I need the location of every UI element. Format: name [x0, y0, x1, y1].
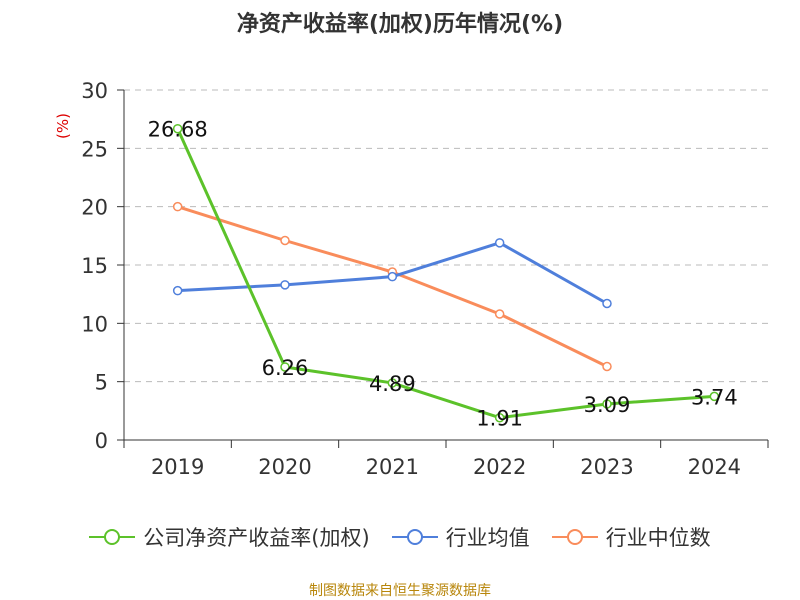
- data-point-industry_avg: [280, 280, 290, 290]
- y-tick-label: 5: [95, 371, 108, 395]
- legend: 公司净资产收益率(加权) 行业均值 行业中位数: [0, 520, 800, 554]
- x-tick-label-2024: 2024: [688, 455, 741, 479]
- axes: 0 5 10 15 20 25 30 2019 2020 2021 2022 2023 2024 (%): [54, 79, 769, 479]
- chart-title: 净资产收益率(加权)历年情况(%): [236, 12, 564, 37]
- legend-item-industry-median[interactable]: 行业中位数: [551, 522, 711, 552]
- data-point-roe: [387, 378, 398, 388]
- data-point-industry_median: [602, 361, 612, 372]
- y-tick-label: 20: [81, 196, 108, 220]
- data-label-roe: 3.74: [691, 385, 738, 409]
- data-point-industry_avg: [387, 271, 398, 282]
- legend-item-industry-avg[interactable]: 行业均值: [391, 522, 530, 552]
- data-point-industry_median: [494, 309, 505, 319]
- data-label-roe: 6.26: [262, 356, 309, 380]
- data-point-industry_median: [280, 235, 290, 246]
- y-tick-label: 10: [81, 312, 108, 336]
- x-tick-label-2022: 2022: [473, 455, 526, 479]
- data-point-roe: [172, 123, 183, 134]
- series: [172, 123, 720, 423]
- data-point-roe: [494, 412, 505, 423]
- data-point-industry_median: [172, 201, 183, 212]
- x-tick-label-2019: 2019: [151, 455, 204, 479]
- y-tick-label: 25: [81, 137, 108, 161]
- data-label-roe: 3.09: [584, 393, 631, 417]
- y-tick-label: 30: [81, 79, 108, 103]
- data-point-industry_avg: [494, 238, 505, 248]
- data-label-roe: 26.68: [148, 118, 208, 142]
- legend-line-roe-icon: [89, 529, 136, 545]
- legend-item-roe[interactable]: 公司净资产收益率(加权): [89, 522, 370, 552]
- series-line-roe: [176, 128, 715, 420]
- data-labels: 26.68 6.26 4.89 1.91 3.09 3.74: [148, 118, 738, 431]
- data-source-note: 制图数据来自恒生聚源数据库: [309, 583, 491, 599]
- legend-line-industry-avg-icon: [391, 529, 438, 545]
- data-point-roe: [602, 399, 612, 409]
- data-point-roe: [709, 391, 720, 402]
- y-axis-label: (%): [54, 113, 72, 139]
- y-tick-label: 15: [81, 254, 108, 278]
- legend-label-industry-avg: 行业均值: [445, 526, 530, 550]
- data-label-roe: 1.91: [476, 407, 523, 431]
- x-tick-label-2020: 2020: [258, 455, 311, 479]
- legend-label-industry-median: 行业中位数: [605, 526, 711, 550]
- legend-label-roe: 公司净资产收益率(加权): [143, 526, 370, 550]
- data-point-industry_avg: [172, 285, 183, 296]
- data-label-roe: 4.89: [369, 372, 416, 396]
- data-point-roe: [280, 362, 290, 372]
- y-tick-label: 0: [95, 429, 108, 453]
- grid-lines: [124, 89, 768, 383]
- x-tick-label-2021: 2021: [366, 455, 419, 479]
- data-point-industry_avg: [602, 298, 612, 309]
- legend-line-industry-median-icon: [551, 529, 598, 545]
- x-tick-label-2023: 2023: [580, 455, 633, 479]
